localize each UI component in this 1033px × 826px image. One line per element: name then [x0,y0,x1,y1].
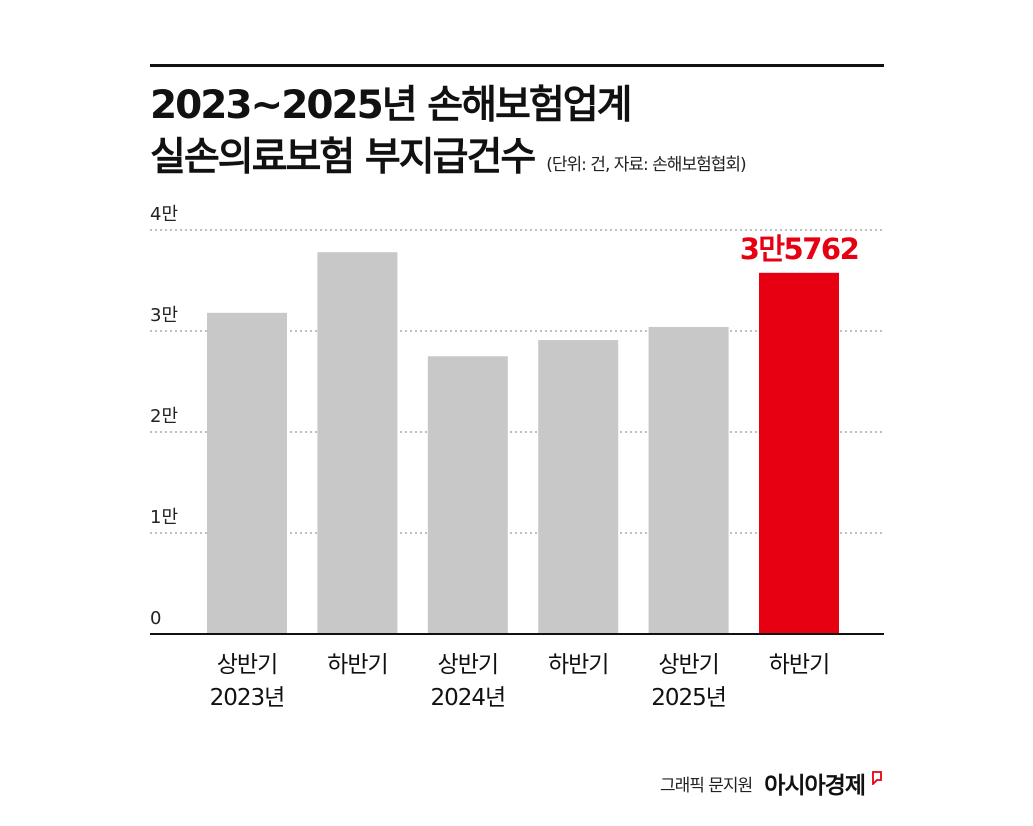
bar [648,326,729,634]
x-tick-label: 2024년 [430,685,505,711]
brand-logo-text: 아시아경제 [764,773,866,799]
y-tick-label: 2만 [150,406,178,427]
bar [207,312,287,634]
x-tick-label: 상반기 [217,652,277,678]
y-tick-label: 0 [150,608,161,629]
data-label: 3만5762 [740,232,859,266]
annotations: 3만5762 [740,232,860,266]
y-tick-label: 1만 [150,507,178,528]
graphic-credit: 그래픽 문지원 [659,775,753,796]
chart-subtitle: (단위: 건, 자료: 손해보험협회) [546,155,746,175]
x-tick-label: 상반기 [438,652,498,678]
brand-mark-icon [872,771,882,785]
bar [538,340,619,634]
bar [317,252,398,634]
x-tick-label: 2023년 [210,685,285,711]
x-tick-labels: 상반기 2023년 하반기 상반기 2024년 하반기 상반기 2025년 하반기 [210,652,831,711]
x-tick-label: 하반기 [327,652,387,678]
title-line-2: 실손의료보험 부지급건수 [150,135,536,180]
y-tick-label: 3만 [150,305,178,326]
x-tick-label: 하반기 [548,652,608,678]
credit-line: 그래픽 문지원 아시아경제 [660,766,883,800]
title-rule [150,64,884,67]
y-tick-labels: 0 1만 2만 3만 4만 [150,204,178,629]
y-tick-label: 4만 [150,204,178,225]
bar [759,272,839,634]
x-tick-label: 상반기 [658,652,718,678]
bar [427,356,508,634]
title-line-1: 2023~2025년 손해보험업계 [150,83,633,128]
bars [207,252,839,634]
x-tick-label: 하반기 [769,652,829,678]
x-tick-label: 2025년 [651,685,726,711]
chart-title: 2023~2025년 손해보험업계 실손의료보험 부지급건수 (단위: 건, 자… [150,80,747,191]
